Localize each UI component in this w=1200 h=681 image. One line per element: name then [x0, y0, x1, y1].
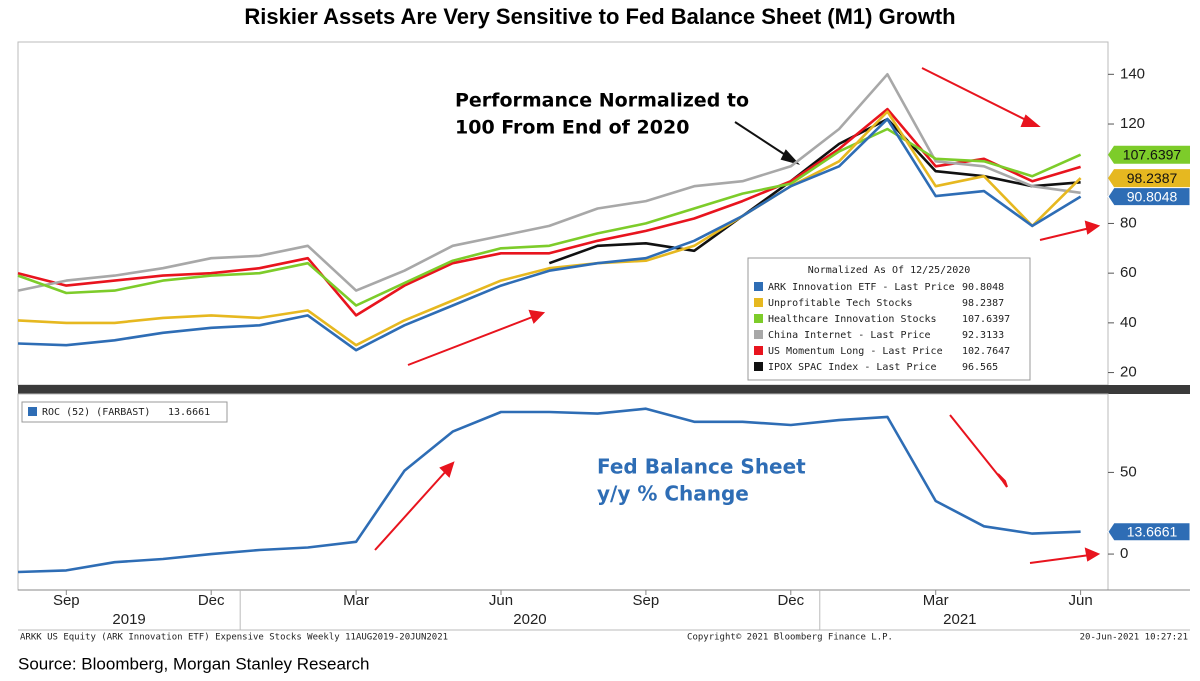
value-tag-label: 107.6397: [1123, 146, 1182, 162]
annotation: Fed Balance Sheet: [597, 455, 806, 479]
series-line: [17, 117, 1082, 352]
legend-swatch: [28, 407, 37, 416]
footer-left: ARKK US Equity (ARK Innovation ETF) Expe…: [20, 633, 448, 643]
legend-label: China Internet - Last Price: [768, 330, 931, 341]
x-tick-label: Jun: [489, 592, 513, 609]
value-tag: [1108, 145, 1190, 164]
series-line: [17, 110, 1082, 347]
x-tick-label: Dec: [198, 592, 225, 609]
chart-title: Riskier Assets Are Very Sensitive to Fed…: [244, 4, 955, 29]
series-line: [17, 407, 1081, 574]
legend-value: 102.7647: [962, 346, 1010, 357]
value-tag-label: 90.8048: [1127, 188, 1178, 204]
legend-value: 90.8048: [962, 282, 1004, 293]
legend-label: ARK Innovation ETF - Last Price: [768, 282, 955, 293]
legend-value: 92.3133: [962, 330, 1004, 341]
legend-value: 107.6397: [962, 314, 1010, 325]
bottom-panel: [17, 393, 1109, 591]
legend-box: [747, 257, 1031, 381]
legend: ROC (52) (FARBAST) 13.6661: [21, 401, 228, 423]
footer-center: Copyright© 2021 Bloomberg Finance L.P.: [687, 633, 893, 643]
legend-value: 13.6661: [168, 407, 210, 418]
y-tick-label: 60: [1120, 264, 1137, 281]
legend-label: ROC (52) (FARBAST): [42, 407, 150, 418]
legend-label: Healthcare Innovation Stocks: [768, 314, 937, 325]
legend-label: Unprofitable Tech Stocks: [768, 298, 913, 309]
legend-swatch: [754, 330, 763, 339]
legend-value: 98.2387: [962, 298, 1004, 309]
source: Source: Bloomberg, Morgan Stanley Resear…: [18, 654, 370, 673]
legend: Normalized As Of 12/25/2020 ARK Innovatio…: [747, 257, 1031, 381]
legend-swatch: [754, 346, 763, 355]
year-label: 2020: [513, 611, 546, 628]
series-line: [548, 117, 1081, 265]
legend-box: [21, 401, 228, 423]
legend-swatch: [754, 282, 763, 291]
series-line: [17, 127, 1082, 307]
legend-label: IPOX SPAC Index - Last Price: [768, 362, 937, 373]
legend-swatch: [754, 314, 763, 323]
y-tick-label: 50: [1120, 463, 1137, 480]
panel-divider: [18, 385, 1190, 394]
x-tick-label: Mar: [343, 592, 369, 609]
value-tag-label: 98.2387: [1127, 170, 1178, 186]
annotation: 100 From End of 2020: [455, 117, 689, 139]
footer-right: 20-Jun-2021 10:27:21: [1080, 633, 1188, 643]
y-tick-label: 20: [1120, 364, 1137, 381]
x-tick-label: Sep: [53, 592, 80, 609]
y-tick-label: 0: [1120, 545, 1128, 562]
y-tick-label: 80: [1120, 214, 1137, 231]
legend-swatch: [754, 362, 763, 371]
year-label: 2019: [112, 611, 145, 628]
legend-value: 96.565: [962, 362, 998, 373]
series-line: [17, 73, 1081, 292]
legend-swatch: [754, 298, 763, 307]
legend-title: Normalized As Of 12/25/2020: [808, 265, 971, 276]
x-tick-label: Sep: [633, 592, 660, 609]
y-tick-label: 120: [1120, 115, 1145, 132]
decor-arrows: [374, 67, 1101, 564]
value-tag: [1107, 187, 1191, 207]
x-tick-label: Jun: [1069, 592, 1093, 609]
annotation: Performance Normalized to: [455, 90, 749, 112]
x-tick-label: Mar: [923, 592, 949, 609]
value-tag-label: 13.6661: [1127, 523, 1178, 539]
value-tag: [1108, 169, 1190, 188]
series-line: [17, 107, 1081, 317]
annotation: y/y % Change: [597, 482, 749, 506]
year-label: 2021: [943, 611, 976, 628]
black-arrow: [734, 121, 801, 165]
legend-label: US Momentum Long - Last Price: [768, 346, 943, 357]
x-tick-label: Dec: [777, 592, 804, 609]
y-tick-label: 140: [1120, 65, 1145, 82]
value-tag: [1107, 522, 1191, 542]
y-tick-label: 40: [1120, 314, 1137, 331]
